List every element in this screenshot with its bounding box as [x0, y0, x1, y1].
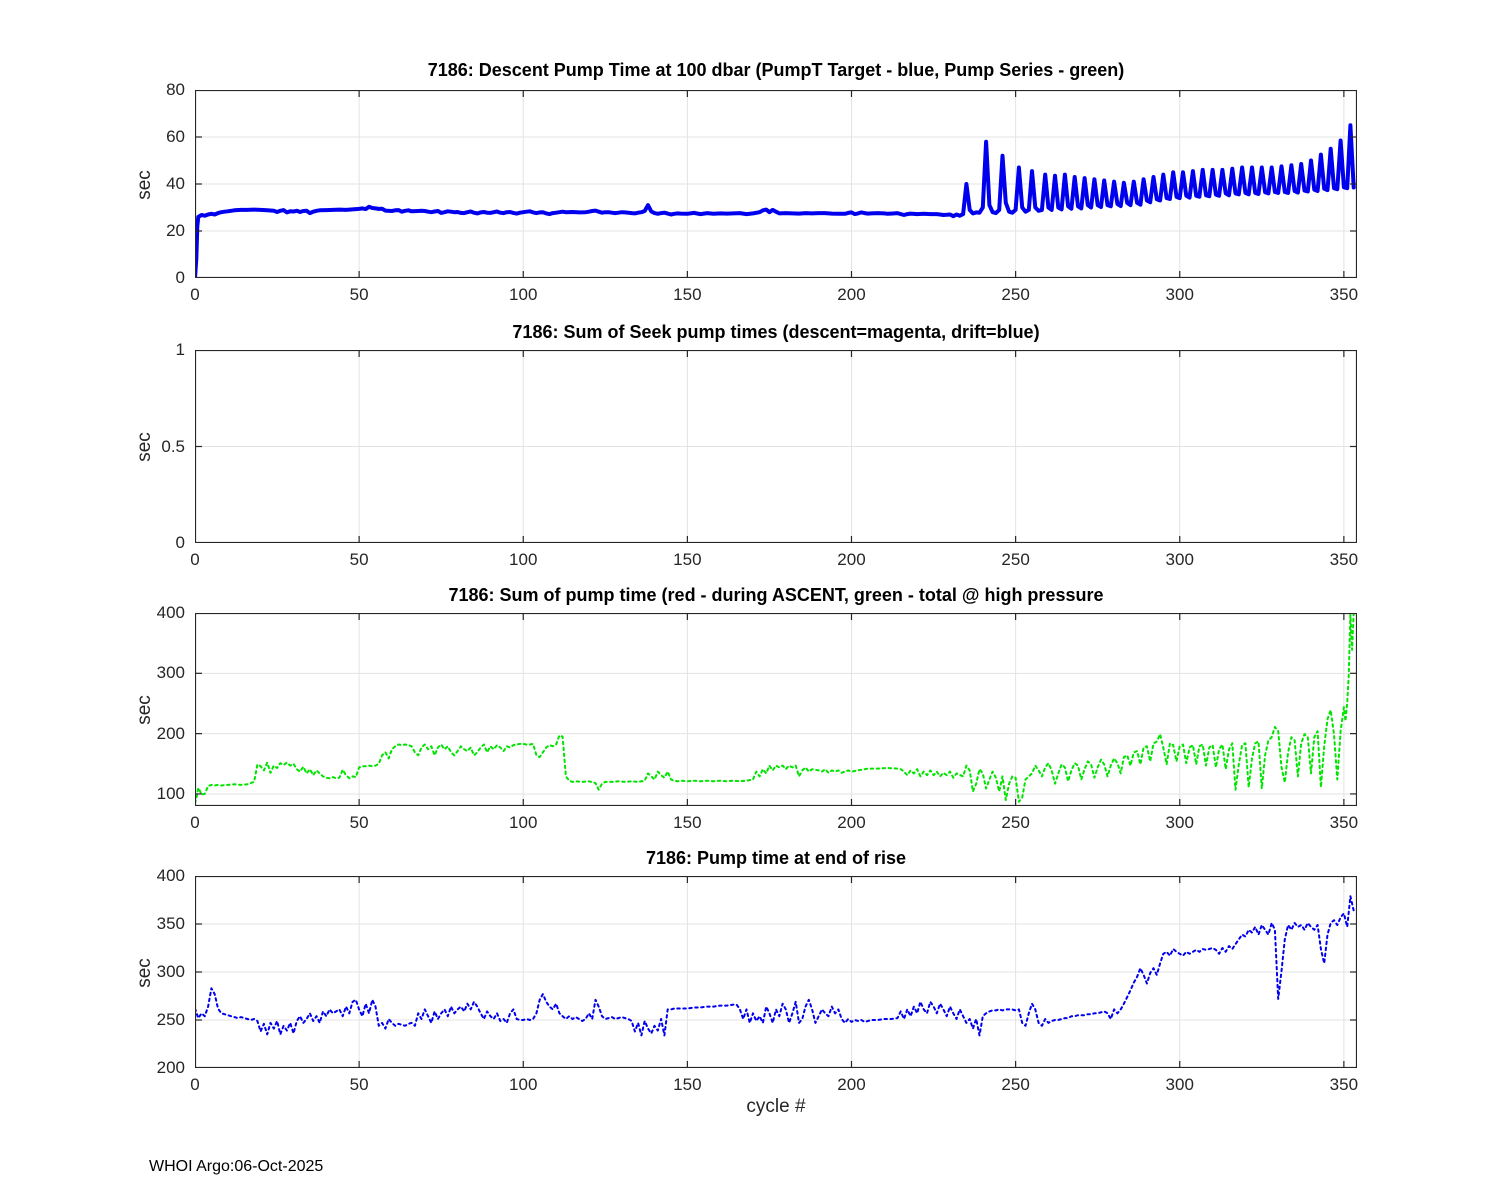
chart-title-sum-pump: 7186: Sum of pump time (red - during ASC… — [448, 585, 1104, 605]
plot-svg — [194, 612, 1358, 807]
x-tick-label: 200 — [837, 285, 866, 304]
y-tick-label: 250 — [156, 1010, 185, 1029]
x-tick-label: 300 — [1165, 550, 1194, 569]
y-tick-label: 200 — [156, 723, 185, 743]
plot-frame — [194, 875, 1358, 1069]
series-line — [193, 123, 1356, 280]
plot-svg — [194, 349, 1358, 544]
plot-area-sum-pump: 100 200 300 400 0 50 100 150 200 250 300 350 — [157, 603, 1358, 832]
x-tick-label: 150 — [673, 1075, 702, 1094]
y-tick-label: 300 — [156, 663, 185, 683]
chart-title-descent-pump: 7186: Descent Pump Time at 100 dbar (Pum… — [427, 60, 1125, 80]
x-tick-label: 350 — [1329, 813, 1359, 832]
x-tick-label: 250 — [1001, 550, 1030, 569]
x-tick-label: 150 — [673, 285, 702, 304]
x-tick-label: 0 — [190, 550, 200, 569]
y-tick-label: 0 — [175, 268, 185, 287]
x-tick-label: 100 — [509, 550, 538, 569]
figure-footer: WHOI Argo:06-Oct-2025 — [149, 1158, 324, 1175]
x-tick-label: 250 — [1001, 285, 1030, 304]
x-tick-label: 150 — [673, 813, 702, 832]
x-tick-label: 200 — [837, 550, 866, 569]
x-tick-label: 150 — [673, 550, 702, 569]
y-tick-label: 350 — [156, 914, 185, 933]
x-tick-label: 250 — [1001, 813, 1030, 832]
plot-area-seek-pump: 0 0.5 1 0 50 100 150 200 250 300 350 — [161, 340, 1358, 569]
plot-svg — [193, 89, 1358, 280]
x-tick-label: 300 — [1165, 813, 1194, 832]
x-axis-label: cycle # — [746, 1096, 806, 1117]
x-tick-label: 0 — [190, 285, 200, 304]
y-tick-label: 1 — [175, 340, 185, 359]
y-tick-label: 60 — [166, 127, 185, 146]
y-tick-label: 400 — [156, 866, 185, 885]
plot-area-end-of-rise: 200 250 300 350 400 0 50 100 150 200 250 300 350 — [157, 866, 1358, 1094]
x-tick-label: 350 — [1329, 550, 1359, 569]
y-tick-label: 300 — [156, 962, 185, 981]
y-tick-label: 100 — [156, 783, 185, 803]
x-tick-label: 50 — [349, 285, 369, 304]
x-tick-label: 100 — [509, 1075, 538, 1094]
y-tick-label: 40 — [166, 174, 185, 193]
x-tick-label: 250 — [1001, 1075, 1030, 1094]
chart-title-seek-pump: 7186: Sum of Seek pump times (descent=ma… — [512, 322, 1040, 342]
x-tick-label: 100 — [509, 285, 538, 304]
x-tick-label: 300 — [1165, 285, 1194, 304]
x-tick-label: 200 — [837, 1075, 866, 1094]
y-tick-label: 80 — [166, 80, 185, 99]
x-tick-label: 300 — [1165, 1075, 1194, 1094]
plot-frame — [194, 612, 1358, 807]
x-tick-label: 350 — [1329, 285, 1359, 304]
x-tick-label: 0 — [190, 813, 200, 832]
plot-frame — [194, 349, 1358, 544]
y-tick-label: 200 — [156, 1058, 185, 1077]
y-tick-label: 400 — [156, 603, 185, 622]
x-tick-label: 50 — [349, 550, 369, 569]
x-tick-label: 350 — [1329, 1075, 1359, 1094]
x-tick-label: 50 — [349, 1075, 369, 1094]
x-tick-label: 0 — [190, 1075, 200, 1094]
y-tick-label: 0.5 — [161, 436, 185, 456]
x-tick-label: 200 — [837, 813, 866, 832]
plot-area-descent-pump: 0 20 40 60 80 0 50 100 150 200 250 300 350 — [166, 80, 1358, 304]
series-line — [194, 895, 1355, 1037]
series-line — [194, 612, 1355, 804]
plot-svg — [194, 875, 1358, 1069]
y-tick-label: 20 — [166, 221, 185, 240]
x-tick-label: 100 — [509, 813, 538, 832]
plot-frame — [194, 89, 1358, 279]
chart-title-end-of-rise: 7186: Pump time at end of rise — [645, 848, 907, 868]
y-tick-label: 0 — [175, 533, 185, 552]
x-tick-label: 50 — [349, 813, 369, 832]
